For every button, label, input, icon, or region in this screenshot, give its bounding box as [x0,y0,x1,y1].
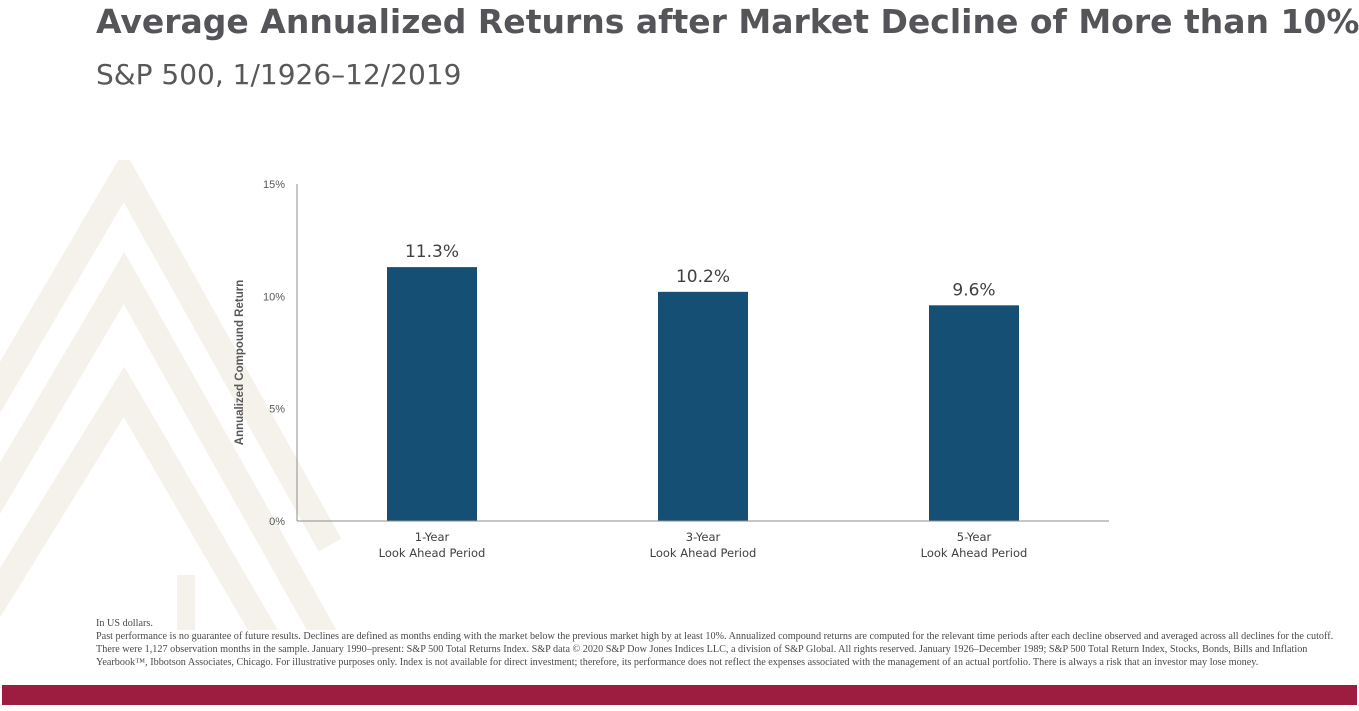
disclaimer-note: Past performance is no guarantee of futu… [96,631,1334,668]
y-tick-label: 10% [263,291,285,303]
data-label: 11.3% [405,242,459,262]
y-tick-label: 15% [263,179,285,191]
page-subtitle: S&P 500, 1/1926–12/2019 [96,58,462,91]
bar [929,305,1019,521]
x-tick-label: Look Ahead Period [650,546,757,560]
bar [658,291,748,521]
y-tick-label: 5% [269,404,285,416]
data-label: 10.2% [676,267,730,287]
bars: 11.3% 10.2% 9.6% [387,242,1019,521]
x-tick-label: 5-Year [957,530,992,544]
y-axis-title: Annualized Compound Return [234,280,246,445]
x-tick-label: Look Ahead Period [921,546,1028,560]
x-axis: 1-Year Look Ahead Period 3-Year Look Ahead … [297,520,1109,560]
x-tick-label: 1-Year [415,530,450,544]
footnotes: In US dollars. Past performance is no gu… [96,617,1336,669]
bar [387,267,477,521]
currency-note: In US dollars. [96,618,153,629]
page-title: Average Annualized Returns after Market … [96,2,1359,41]
footer-bar [2,685,1357,705]
x-tick-label: 3-Year [686,530,721,544]
y-tick-label: 0% [269,516,285,528]
bar-chart: 0% 5% 10% 15% Annualized Compound Return 11.… [234,179,1109,560]
chevron-watermark-icon [0,160,342,630]
y-axis: 0% 5% 10% 15% Annualized Compound Return [234,179,298,528]
x-tick-label: Look Ahead Period [379,546,486,560]
data-label: 9.6% [952,280,995,300]
